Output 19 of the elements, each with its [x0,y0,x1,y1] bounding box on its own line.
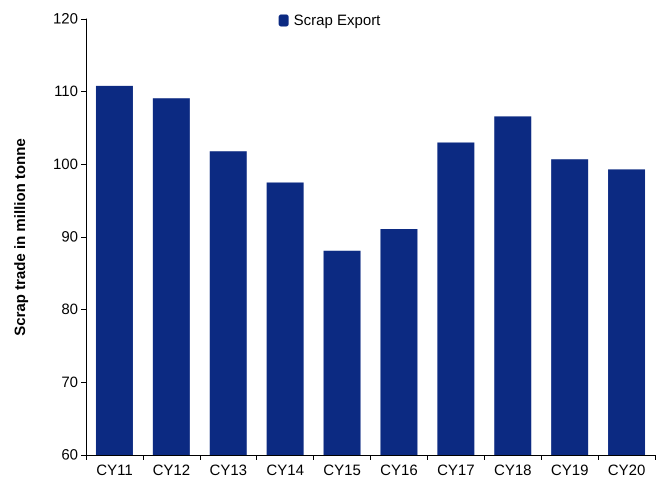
legend-label: Scrap Export [294,12,382,29]
y-tick-label: 70 [61,374,78,391]
y-tick-label: 100 [52,156,78,173]
x-tick-label: CY20 [608,462,646,479]
x-tick-label: CY16 [380,462,418,479]
y-tick-label: 60 [61,446,78,464]
x-tick-label: CY17 [437,462,475,479]
x-tick-label: CY14 [266,462,304,479]
x-tick-label: CY13 [209,462,248,479]
x-tick-label: CY15 [323,462,361,479]
y-tick-label: 90 [61,228,78,246]
y-tick-label: 80 [61,301,78,318]
x-tick-label: CY19 [550,462,588,479]
y-tick-label: 110 [54,83,78,100]
y-tick-label: 120 [52,10,78,28]
x-tick-label: CY18 [494,462,532,479]
y-axis-title: Scrap trade in million tonne [12,138,29,336]
x-tick-label: CY12 [152,462,190,479]
x-tick-label: CY11 [96,462,133,479]
